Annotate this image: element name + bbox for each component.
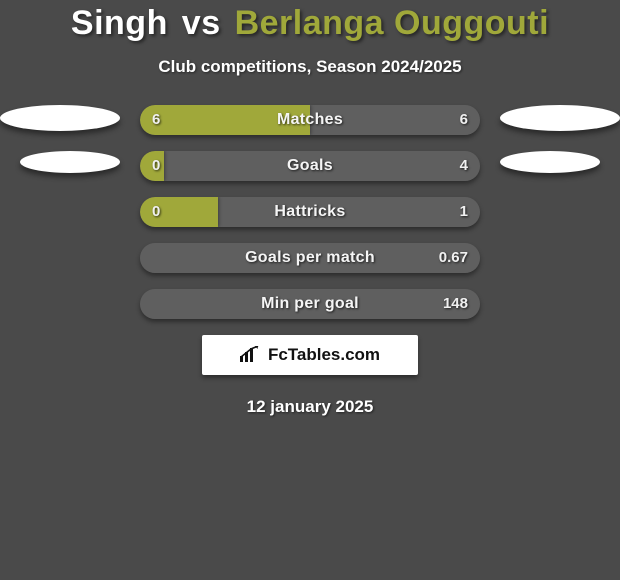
player2-name: Berlanga Ouggouti [235,4,550,42]
fctables-logo: FcTables.com [202,335,418,375]
page-title: Singh vs Berlanga Ouggouti [0,4,620,43]
vs-separator: vs [182,4,221,42]
player1-avatar [0,105,120,131]
chart-icon [240,346,262,364]
stat-row: 0 4 Goals [0,151,620,197]
competition-subtitle: Club competitions, Season 2024/2025 [0,57,620,77]
player1-name: Singh [71,4,168,42]
stat-bar: 0.67 Goals per match [140,243,480,273]
player2-avatar [500,151,600,173]
stat-bar: 148 Min per goal [140,289,480,319]
snapshot-date: 12 january 2025 [0,397,620,417]
stat-bar: 0 4 Goals [140,151,480,181]
logo-text: FcTables.com [268,345,380,365]
player2-avatar [500,105,620,131]
stat-row: 6 6 Matches [0,105,620,151]
stat-bar: 0 1 Hattricks [140,197,480,227]
stat-bar: 6 6 Matches [140,105,480,135]
player1-avatar [20,151,120,173]
stats-container: 6 6 Matches 0 4 Goals 0 1 Hattricks 0.67… [0,105,620,319]
